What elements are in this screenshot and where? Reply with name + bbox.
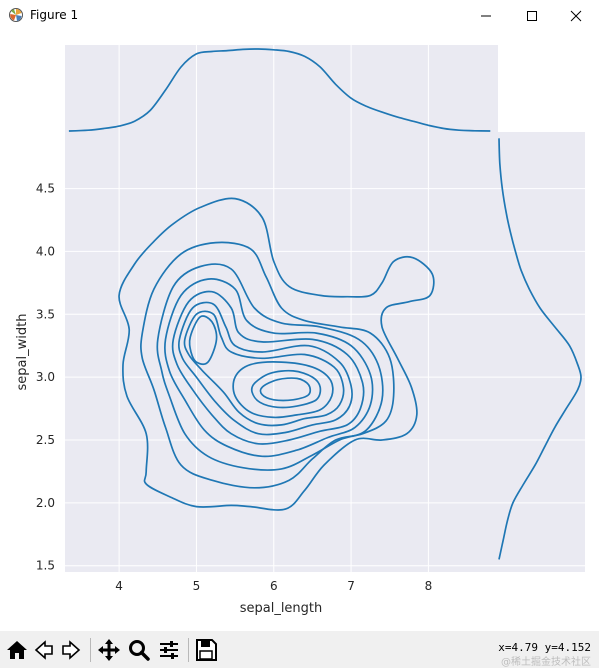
home-button[interactable] <box>4 637 30 663</box>
save-button[interactable] <box>193 637 219 663</box>
y-tick-label: 2.5 <box>36 433 55 447</box>
zoom-button[interactable] <box>126 637 152 663</box>
kde-contour-line <box>171 290 365 445</box>
jointplot-figure: 4 5 6 7 81.52.02.53.03.54.04.5 sepal_length … <box>15 45 585 616</box>
y-axis-label: sepal_width <box>15 314 30 391</box>
y-tick-label: 3.5 <box>36 307 55 321</box>
minimize-icon <box>481 15 491 17</box>
toolbar-separator <box>90 638 91 662</box>
y-tick-label: 1.5 <box>36 559 55 573</box>
figure-canvas[interactable]: 4 5 6 7 8 1.5 2.0 2.5 3.0 3.5 4.0 4.5 sepal_length … <box>0 31 599 631</box>
back-arrow-icon <box>34 640 53 660</box>
kde-contour-line <box>177 301 353 436</box>
forward-arrow-icon <box>62 640 81 660</box>
kde-contour-line <box>183 310 345 427</box>
y-tick-label: 2.0 <box>36 496 55 510</box>
kde-contour-line <box>232 361 334 419</box>
close-button[interactable] <box>553 0 599 31</box>
marginal-x-axes-background <box>65 45 498 132</box>
window-title-bar: Figure 1 <box>0 0 599 31</box>
kde-contour-line <box>259 377 312 402</box>
matplotlib-logo-icon <box>9 8 23 22</box>
close-icon <box>570 10 582 22</box>
x-tick-label: 6 <box>270 579 278 593</box>
kde-contour-line <box>164 278 374 458</box>
sliders-icon <box>160 641 178 659</box>
main-axes-background <box>65 132 498 572</box>
magnifier-icon <box>129 640 150 661</box>
y-tick-label: 3.0 <box>36 370 55 384</box>
maximize-icon <box>527 11 537 21</box>
pan-button[interactable] <box>96 637 122 663</box>
tick-labels: 4 5 6 7 8 1.5 2.0 2.5 3.0 3.5 4.0 4.5 <box>36 182 432 593</box>
y-tick-label: 4.5 <box>36 182 55 196</box>
x-tick-label: 8 <box>425 579 433 593</box>
watermark-text: @稀土掘金技术社区 <box>501 657 591 668</box>
kde-contour-line <box>118 197 435 511</box>
marginal-y-axes-background <box>498 132 585 572</box>
maximize-button[interactable] <box>509 0 555 31</box>
x-tick-label: 5 <box>193 579 201 593</box>
navigation-toolbar: x=4.79 y=4.152 @稀土掘金技术社区 <box>0 631 599 668</box>
marginal-curves <box>68 48 582 560</box>
cursor-coordinates-readout: x=4.79 y=4.152 <box>498 641 591 654</box>
configure-subplots-button[interactable] <box>156 637 182 663</box>
back-button[interactable] <box>31 637 57 663</box>
grid-lines <box>65 45 585 572</box>
window-title: Figure 1 <box>30 8 79 22</box>
floppy-disk-icon <box>196 639 217 661</box>
toolbar-separator <box>188 638 189 662</box>
kde-contour-line <box>156 263 384 471</box>
kde-contour-line <box>188 315 218 365</box>
x-axis-label: sepal_length <box>240 601 323 616</box>
pan-arrows-icon <box>98 639 120 661</box>
kde-contours <box>118 197 435 511</box>
kde-contour-line <box>250 369 322 409</box>
home-icon <box>7 641 27 659</box>
marginal-x-density-curve <box>68 48 491 132</box>
y-tick-label: 4.0 <box>36 244 55 258</box>
x-tick-label: 7 <box>347 579 355 593</box>
marginal-y-density-curve <box>498 138 582 560</box>
x-tick-label: 4 <box>115 579 123 593</box>
forward-button[interactable] <box>58 637 84 663</box>
minimize-button[interactable] <box>463 0 509 31</box>
kde-contour-line <box>140 241 395 489</box>
